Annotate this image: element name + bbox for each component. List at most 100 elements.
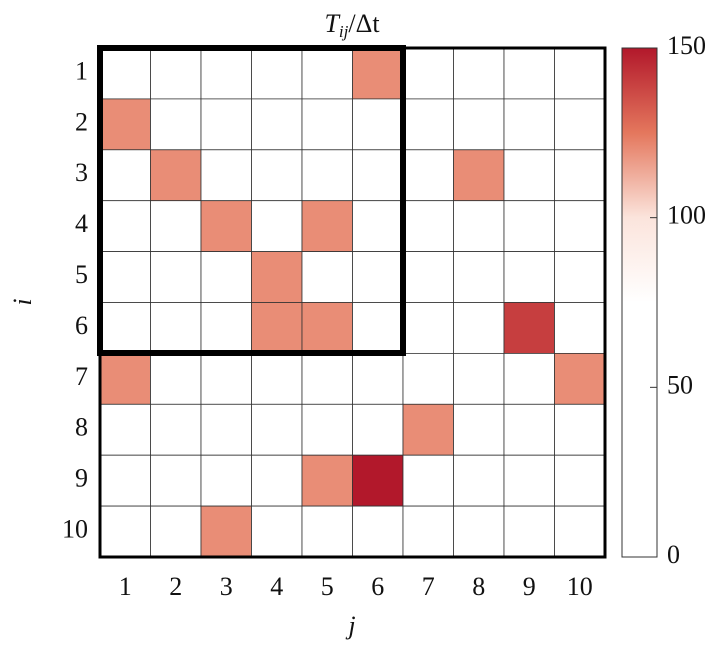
highlight-box	[97, 45, 406, 356]
cell	[200, 505, 252, 558]
cell	[352, 302, 404, 354]
x-tick-label: 6	[371, 572, 384, 601]
cell	[503, 200, 555, 252]
cell	[251, 454, 303, 507]
y-tick-label: 10	[62, 515, 88, 544]
x-tick-label: 4	[270, 572, 283, 601]
cell	[251, 403, 303, 456]
y-tick-label: 4	[75, 209, 88, 238]
cell	[99, 352, 151, 405]
cell	[352, 200, 404, 252]
cell	[301, 251, 353, 303]
colorbar-tick-label: 0	[667, 540, 680, 569]
colorbar-tick-label: 100	[667, 201, 706, 230]
cell	[352, 149, 404, 202]
cell	[402, 352, 454, 405]
cell	[453, 98, 505, 151]
cell	[554, 251, 606, 303]
cell	[251, 98, 303, 151]
cell	[99, 98, 151, 151]
cell	[251, 302, 303, 354]
cell	[453, 454, 505, 507]
cell	[150, 505, 202, 558]
cell	[251, 47, 303, 100]
y-tick-label: 9	[75, 464, 88, 493]
cell	[301, 403, 353, 456]
x-tick-label: 5	[321, 572, 334, 601]
cell	[150, 251, 202, 303]
chart-title: Tij/Δt	[324, 9, 380, 41]
x-tick-label: 8	[472, 572, 485, 601]
cell	[251, 505, 303, 558]
cell	[150, 454, 202, 507]
cell	[301, 352, 353, 405]
cell	[301, 505, 353, 558]
cell	[402, 403, 454, 456]
cell	[150, 403, 202, 456]
colorbar-tick-label: 150	[667, 31, 706, 60]
cell	[554, 302, 606, 354]
cell	[301, 149, 353, 202]
cell	[99, 47, 151, 100]
cell	[301, 454, 353, 507]
cell	[301, 302, 353, 354]
cell	[453, 47, 505, 100]
title-part: T	[324, 9, 340, 38]
x-tick-label: 10	[567, 572, 593, 601]
cell	[503, 505, 555, 558]
cell	[301, 47, 353, 100]
cell	[352, 98, 404, 151]
cell	[503, 251, 555, 303]
cell	[99, 251, 151, 303]
cell	[402, 251, 454, 303]
title-part: /Δt	[348, 9, 380, 38]
cell	[352, 454, 404, 507]
cell	[402, 200, 454, 252]
cell	[99, 302, 151, 354]
cell	[503, 403, 555, 456]
cell	[200, 251, 252, 303]
y-tick-label: 1	[75, 56, 88, 85]
cell	[251, 251, 303, 303]
cell	[200, 403, 252, 456]
cell	[554, 505, 606, 558]
cell	[453, 149, 505, 202]
cell	[200, 352, 252, 405]
y-tick-label: 6	[75, 311, 88, 340]
cell	[150, 302, 202, 354]
cell	[402, 454, 454, 507]
x-tick-label: 3	[220, 572, 233, 601]
cell	[200, 98, 252, 151]
cell	[402, 47, 454, 100]
cell	[352, 403, 404, 456]
cell	[200, 47, 252, 100]
y-axis-label: i	[8, 298, 37, 305]
cell	[301, 200, 353, 252]
cell	[150, 98, 202, 151]
cell	[200, 200, 252, 252]
cell	[200, 149, 252, 202]
cell	[453, 200, 505, 252]
x-axis-label: j	[345, 611, 355, 640]
cell	[99, 505, 151, 558]
cell	[352, 505, 404, 558]
cell	[99, 200, 151, 252]
colorbar	[621, 47, 658, 558]
cell	[99, 149, 151, 202]
x-tick-label: 7	[422, 572, 435, 601]
cell	[554, 403, 606, 456]
cell	[352, 352, 404, 405]
cell	[99, 454, 151, 507]
colorbar-tick-label: 50	[667, 370, 693, 399]
x-tick-label: 1	[119, 572, 132, 601]
cell	[503, 47, 555, 100]
cell	[453, 302, 505, 354]
cell	[99, 403, 151, 456]
y-tick-label: 7	[75, 362, 88, 391]
cell	[150, 149, 202, 202]
y-tick-label: 3	[75, 158, 88, 187]
cell	[402, 505, 454, 558]
cell	[251, 352, 303, 405]
y-tick-label: 5	[75, 260, 88, 289]
cell	[503, 302, 555, 354]
